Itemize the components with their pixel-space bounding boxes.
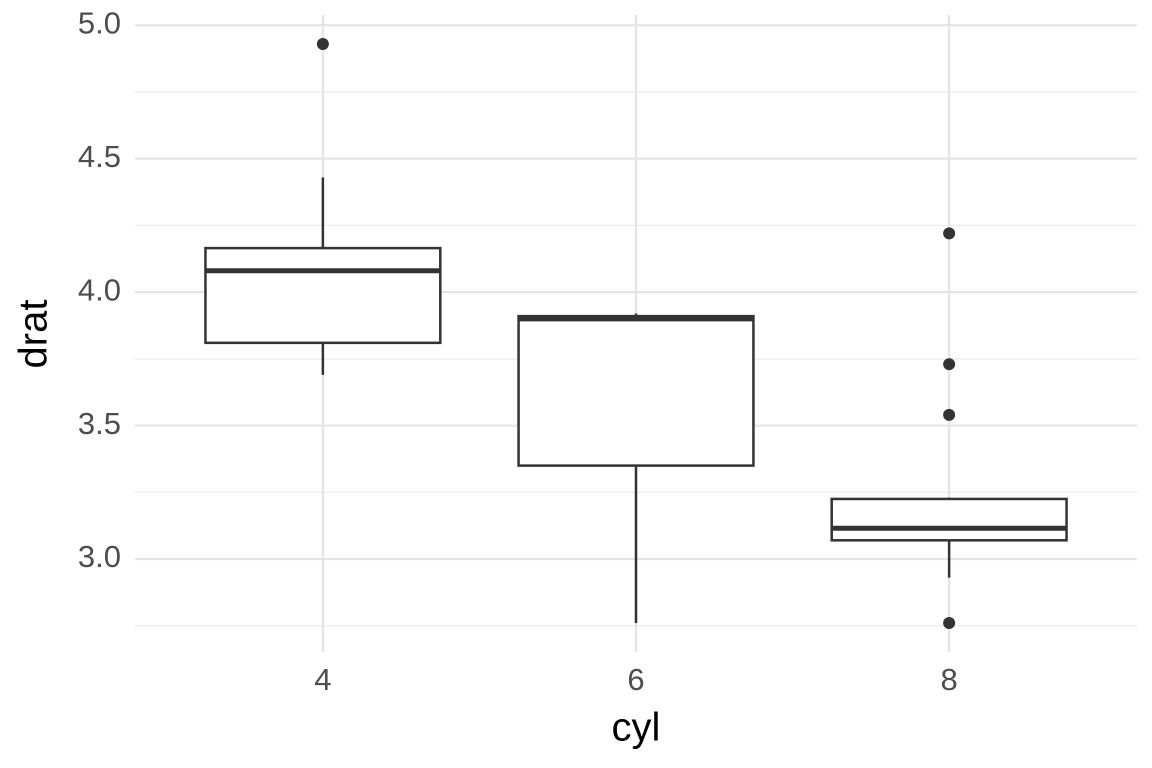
outlier (316, 37, 329, 50)
y-tick-label: 5.0 (78, 5, 121, 40)
y-tick-label: 4.0 (78, 272, 121, 307)
x-tick-label: 4 (314, 662, 331, 697)
y-tick-label: 3.5 (78, 406, 121, 441)
outlier (943, 408, 956, 421)
outlier (943, 358, 956, 371)
x-axis-title: cyl (612, 706, 661, 750)
box (830, 497, 1068, 542)
x-tick-label: 8 (941, 662, 958, 697)
outlier (943, 617, 956, 630)
outlier (943, 227, 956, 240)
x-tick-label: 6 (627, 662, 644, 697)
y-axis-title: drat (12, 300, 56, 369)
box (517, 314, 755, 467)
y-tick-label: 4.5 (78, 139, 121, 174)
box (204, 246, 442, 345)
y-tick-label: 3.0 (78, 539, 121, 574)
